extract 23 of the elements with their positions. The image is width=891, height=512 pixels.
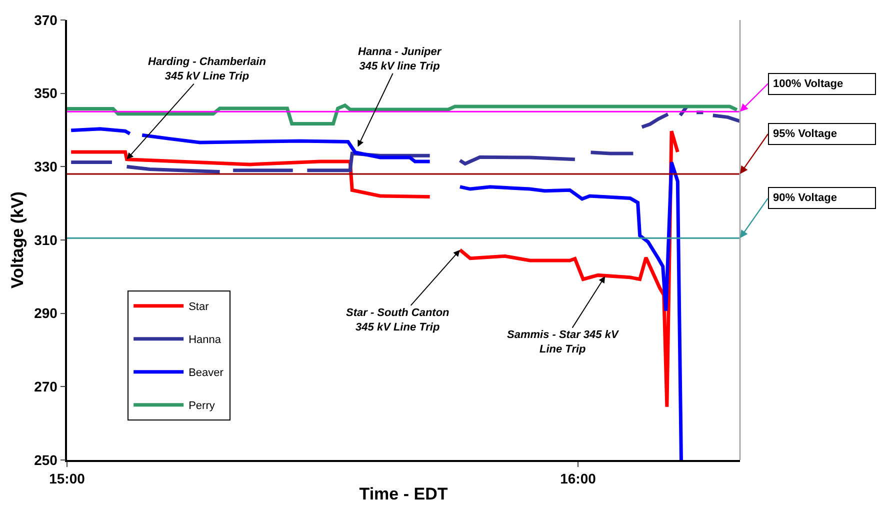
legend-label: Star [188,301,210,314]
y-tick-label: 370 [34,12,58,28]
legend-label: Hanna [188,334,222,346]
y-tick-label: 290 [34,305,58,322]
x-tick-label: 16:00 [560,470,596,487]
y-tick-label: 350 [34,85,58,102]
y-tick-label: 250 [34,452,58,468]
x-tick-label: 15:00 [49,470,86,487]
ref-line-label: 100% Voltage [773,78,844,90]
y-tick-label: 310 [34,232,58,248]
annotation: Harding - Chamberlain 345 kV Line Trip [148,56,266,82]
legend-label: Perry [188,400,216,412]
legend-label: Beaver [188,367,224,380]
x-axis-title: Time - EDT [359,484,448,504]
line-series [67,104,739,126]
y-tick-label: 270 [34,378,58,395]
y-axis-title: Voltage (kV) [8,192,28,288]
annotation: Star - South Canton 345 kV Line Trip [346,307,450,334]
annotation: Hanna - Juniper 345 kV line Trip [358,46,442,72]
ref-line-label: 90% Voltage [773,192,837,204]
ref-line-label: 95% Voltage [773,128,837,140]
y-tick-label: 330 [34,158,58,175]
annotation: Sammis - Star 345 kV Line Trip [507,329,620,356]
